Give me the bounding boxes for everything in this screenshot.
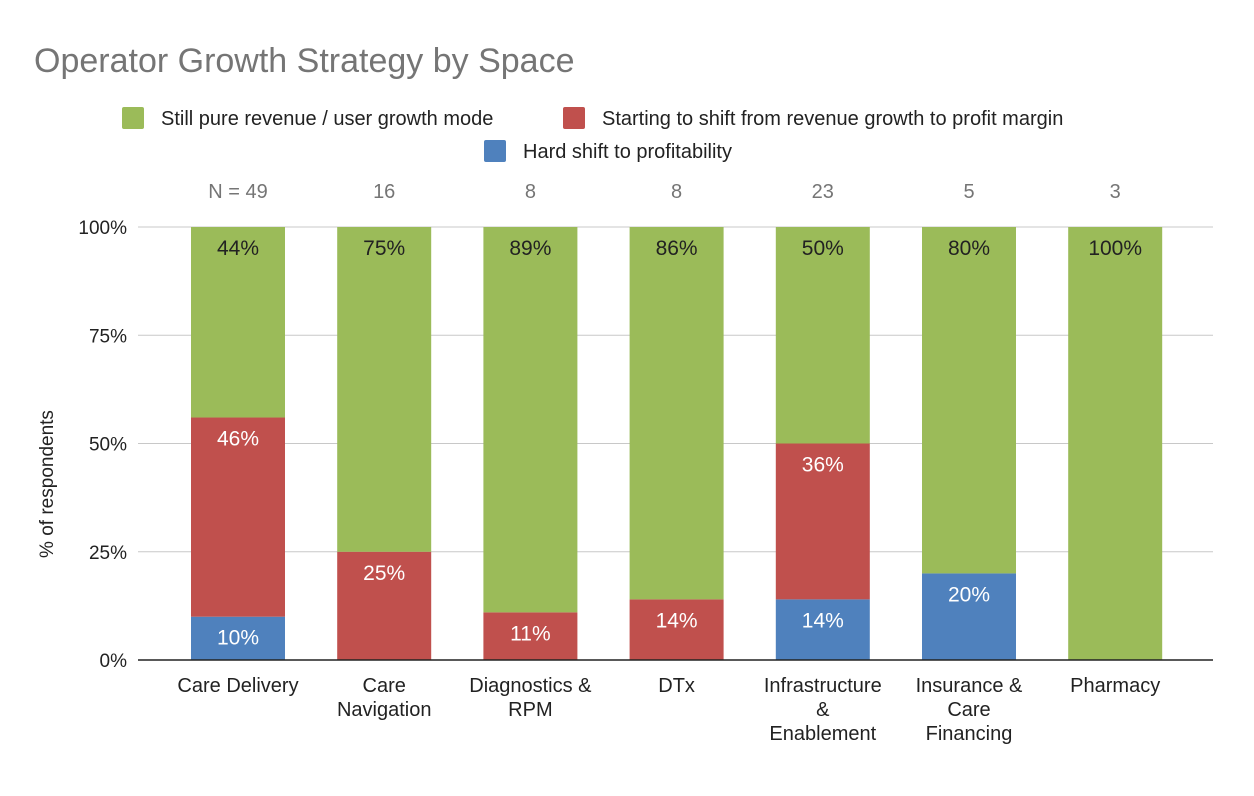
x-category-label: Pharmacy [1070,675,1160,697]
bar-still-pure-revenue-user-growth-mode-care-navigation [337,227,432,552]
bar-hard-shift-to-profitability-care-delivery [191,616,285,660]
legend-label: Still pure revenue / user growth mode [161,108,493,130]
legend-label: Starting to shift from revenue growth to… [602,108,1063,130]
sample-size-label: 8 [525,181,536,203]
y-axis-label: % of respondents [37,410,58,558]
y-tick-label: 25% [89,543,127,564]
y-tick-label: 0% [100,651,128,672]
bar-starting-to-shift-from-revenue-growth-to-profit-margin-diagnostics-rpm [483,612,578,660]
data-labels: 10% 46% 44% 25% 75% 11% 89% 14% 86% 14% 36% 50% 20% 8… [217,237,1142,650]
sample-size-label: 8 [671,181,682,203]
bar-still-pure-revenue-user-growth-mode-care-delivery [191,227,285,418]
bar-starting-to-shift-from-revenue-growth-to-profit-margin-dtx [629,599,724,660]
data-label: 50% [802,237,844,260]
y-tick-label: 50% [89,435,127,456]
data-label: 80% [948,237,990,260]
data-label: 86% [656,237,698,260]
legend: Still pure revenue / user growth mode Sta… [122,107,1063,163]
bar-starting-to-shift-from-revenue-growth-to-profit-margin-infrastructure-enablement [775,443,870,600]
x-category-label: RPM [508,699,552,721]
data-label: 46% [217,428,259,451]
bar-starting-to-shift-from-revenue-growth-to-profit-margin-care-navigation [337,551,432,660]
bar-still-pure-revenue-user-growth-mode-pharmacy [1068,227,1163,660]
data-label: 14% [656,609,698,632]
legend-swatch-starting-to-shift-from-revenue-growth-to-profit-margin [563,107,585,129]
sample-size-label: N = 49 [208,181,267,203]
x-category-label: & [816,699,830,721]
x-category-label: Care [363,675,406,697]
data-label: 44% [217,237,259,260]
bar-starting-to-shift-from-revenue-growth-to-profit-margin-care-delivery [191,417,285,617]
data-label: 10% [217,627,259,650]
x-category-label: Care [947,699,990,721]
y-tick-label: 100% [78,218,127,239]
data-label: 75% [363,237,405,260]
bar-still-pure-revenue-user-growth-mode-diagnostics-rpm [483,227,578,613]
legend-swatch-still-pure-revenue-user-growth-mode [122,107,144,129]
sample-size-label: 16 [373,181,395,203]
bars [191,227,1163,660]
x-category-label: Enablement [769,723,876,745]
data-label: 89% [509,237,551,260]
data-label: 11% [510,622,550,645]
bar-still-pure-revenue-user-growth-mode-insurance-care-financing [922,227,1016,574]
x-category-label: Financing [926,723,1013,745]
bar-hard-shift-to-profitability-insurance-care-financing [922,573,1016,660]
bar-hard-shift-to-profitability-infrastructure-enablement [775,599,870,660]
data-label: 25% [363,562,405,585]
bar-still-pure-revenue-user-growth-mode-dtx [629,227,724,600]
y-tick-label: 75% [89,326,127,347]
sample-size-label: 5 [963,181,974,203]
y-axis-ticks: 0% 25% 50% 75% 100% [78,218,127,672]
legend-swatch-hard-shift-to-profitability [484,140,506,162]
x-category-label: Insurance & [916,675,1023,697]
x-category-label: Navigation [337,699,432,721]
bar-still-pure-revenue-user-growth-mode-infrastructure-enablement [775,227,870,444]
data-label: 36% [802,454,844,477]
sample-size-label: 3 [1110,181,1121,203]
sample-size-label: 23 [812,181,834,203]
data-label: 20% [948,583,990,606]
data-label: 100% [1088,237,1142,260]
x-category-label: Diagnostics & [469,675,592,697]
x-category-label: Care Delivery [177,675,298,697]
legend-label: Hard shift to profitability [523,141,732,163]
x-category-label: DTx [658,675,695,697]
chart-title: Operator Growth Strategy by Space [34,42,574,80]
x-category-label: Infrastructure [764,675,882,697]
data-label: 14% [802,609,844,632]
sample-size-labels: N = 49 16 8 8 23 5 3 [208,181,1121,203]
